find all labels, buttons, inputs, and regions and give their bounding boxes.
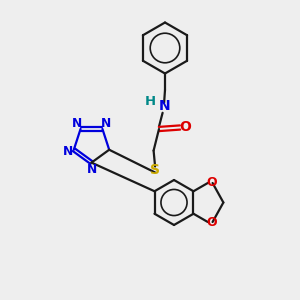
Text: O: O	[207, 215, 217, 229]
Text: N: N	[101, 117, 111, 130]
Text: N: N	[72, 117, 82, 130]
Text: O: O	[207, 176, 217, 190]
Text: S: S	[150, 163, 160, 177]
Text: N: N	[86, 163, 97, 176]
Text: N: N	[158, 99, 170, 113]
Text: O: O	[179, 121, 191, 134]
Text: N: N	[62, 145, 73, 158]
Text: H: H	[144, 95, 156, 109]
